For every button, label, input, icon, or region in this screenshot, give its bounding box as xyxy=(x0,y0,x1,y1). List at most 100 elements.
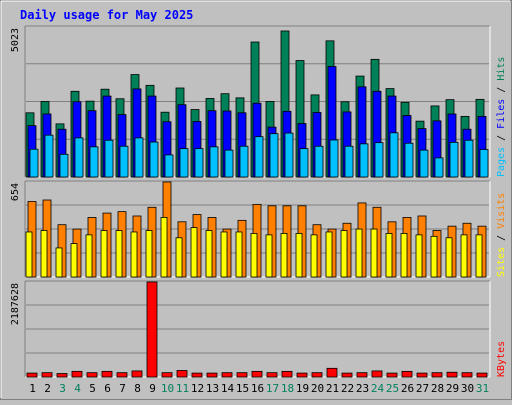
bar-pages-day-26 xyxy=(404,142,414,178)
bar-sites-day-29 xyxy=(445,237,453,278)
bar-sites-day-7 xyxy=(115,230,123,278)
bar-sites-day-6 xyxy=(100,230,108,278)
bar-sites-day-11 xyxy=(175,237,183,278)
bar-pages-day-13 xyxy=(209,146,219,178)
hits-panel: 5023 Pages / Files / Hits xyxy=(10,25,507,178)
bar-sites-day-1 xyxy=(25,231,33,278)
bar-pages-day-30 xyxy=(464,139,474,178)
bar-kbytes-day-28 xyxy=(431,372,443,378)
bar-pages-day-9 xyxy=(149,141,159,178)
bar-kbytes-day-16 xyxy=(251,370,263,378)
bar-kbytes-day-21 xyxy=(326,367,338,378)
x-axis-labels: 1 2 3 4 5 6 7 8 9 10 11 12 13 14 15 16 17 18 19 20 21 22 23 24 2… xyxy=(29,382,489,395)
x-tick-label-day-20: 20 xyxy=(311,382,324,395)
x-tick-label-day-15: 15 xyxy=(236,382,249,395)
x-tick-label-day-8: 8 xyxy=(134,382,141,395)
bar-sites-day-14 xyxy=(220,231,228,278)
bar-pages-day-24 xyxy=(374,142,384,178)
bar-pages-day-23 xyxy=(359,143,369,178)
bar-pages-day-7 xyxy=(119,145,129,178)
x-tick-label-day-28: 28 xyxy=(431,382,444,395)
visits-panel-legend: Sites / Visits xyxy=(496,193,507,277)
bar-sites-day-9 xyxy=(145,230,153,278)
panels-group: 5023 Pages / Files / Hits 654 Sites / Visit… xyxy=(10,25,507,378)
bar-sites-day-16 xyxy=(250,233,258,278)
bar-pages-day-8 xyxy=(134,137,144,178)
bar-sites-day-25 xyxy=(385,233,393,278)
bar-pages-day-28 xyxy=(434,157,444,178)
bar-sites-day-5 xyxy=(85,234,93,278)
visits-panel: 654 Sites / Visits xyxy=(10,180,507,278)
bar-sites-day-20 xyxy=(310,234,318,278)
bar-pages-day-20 xyxy=(314,145,324,178)
bar-kbytes-day-13 xyxy=(206,372,218,378)
legend-hits: Hits xyxy=(496,57,507,81)
kbytes-panel-ymax-label: 2187628 xyxy=(10,283,21,325)
hits-panel-ymax-label: 5023 xyxy=(10,28,21,52)
bar-kbytes-day-15 xyxy=(236,372,248,378)
x-tick-label-day-29: 29 xyxy=(446,382,459,395)
bar-sites-day-23 xyxy=(355,228,363,278)
bar-pages-day-16 xyxy=(254,136,264,178)
legend-visits: Visits xyxy=(496,193,507,229)
x-tick-label-day-27: 27 xyxy=(416,382,429,395)
x-tick-label-day-3: 3 xyxy=(59,382,66,395)
bar-sites-day-13 xyxy=(205,230,213,278)
bar-kbytes-day-8 xyxy=(131,370,143,378)
bar-pages-day-4 xyxy=(74,137,84,178)
x-tick-label-day-1: 1 xyxy=(29,382,36,395)
bar-pages-day-27 xyxy=(419,149,429,178)
bar-pages-day-25 xyxy=(389,132,399,178)
bar-kbytes-day-26 xyxy=(401,370,413,378)
bar-kbytes-day-2 xyxy=(41,372,53,378)
x-tick-label-day-18: 18 xyxy=(281,382,294,395)
bar-pages-day-11 xyxy=(179,148,189,178)
bar-sites-day-27 xyxy=(415,234,423,278)
x-tick-label-day-6: 6 xyxy=(104,382,111,395)
legend-separator: / xyxy=(496,229,507,247)
x-tick-label-day-14: 14 xyxy=(221,382,235,395)
bar-pages-day-31 xyxy=(479,149,489,178)
x-tick-label-day-12: 12 xyxy=(191,382,204,395)
bar-sites-day-18 xyxy=(280,233,288,278)
bar-pages-day-19 xyxy=(299,148,309,178)
legend-pages: Pages xyxy=(496,147,507,177)
bar-kbytes-day-19 xyxy=(296,372,308,378)
bar-kbytes-day-22 xyxy=(341,372,353,378)
x-tick-label-day-31: 31 xyxy=(476,382,489,395)
bar-kbytes-day-14 xyxy=(221,372,233,378)
bar-sites-day-21 xyxy=(325,231,333,278)
bar-pages-day-18 xyxy=(284,132,294,178)
bar-kbytes-day-20 xyxy=(311,372,323,378)
legend-sites: Sites xyxy=(496,247,507,277)
bar-sites-day-31 xyxy=(475,234,483,278)
bar-sites-day-22 xyxy=(340,230,348,278)
x-tick-label-day-24: 24 xyxy=(371,382,385,395)
x-tick-label-day-23: 23 xyxy=(356,382,369,395)
legend-kbytes: KBytes xyxy=(496,341,507,377)
bar-kbytes-day-9 xyxy=(146,281,158,378)
bar-sites-day-26 xyxy=(400,233,408,278)
bar-kbytes-day-3 xyxy=(56,373,68,378)
bar-kbytes-day-10 xyxy=(161,372,173,378)
legend-separator: / xyxy=(496,81,507,99)
bar-kbytes-day-29 xyxy=(446,371,458,378)
bar-kbytes-day-5 xyxy=(86,372,98,378)
bar-pages-day-15 xyxy=(239,145,249,178)
bar-kbytes-day-25 xyxy=(386,372,398,378)
bar-sites-day-30 xyxy=(460,234,468,278)
bar-pages-day-21 xyxy=(329,139,339,178)
bar-sites-day-12 xyxy=(190,227,198,278)
bar-pages-day-6 xyxy=(104,139,114,178)
x-tick-label-day-19: 19 xyxy=(296,382,309,395)
x-tick-label-day-30: 30 xyxy=(461,382,474,395)
bar-pages-day-2 xyxy=(44,134,54,178)
legend-files: Files xyxy=(496,99,507,129)
x-tick-label-day-21: 21 xyxy=(326,382,339,395)
bar-sites-day-3 xyxy=(55,247,63,278)
bar-pages-day-29 xyxy=(449,141,459,178)
bar-sites-day-2 xyxy=(40,230,48,278)
bar-kbytes-day-27 xyxy=(416,372,428,378)
x-tick-label-day-25: 25 xyxy=(386,382,399,395)
